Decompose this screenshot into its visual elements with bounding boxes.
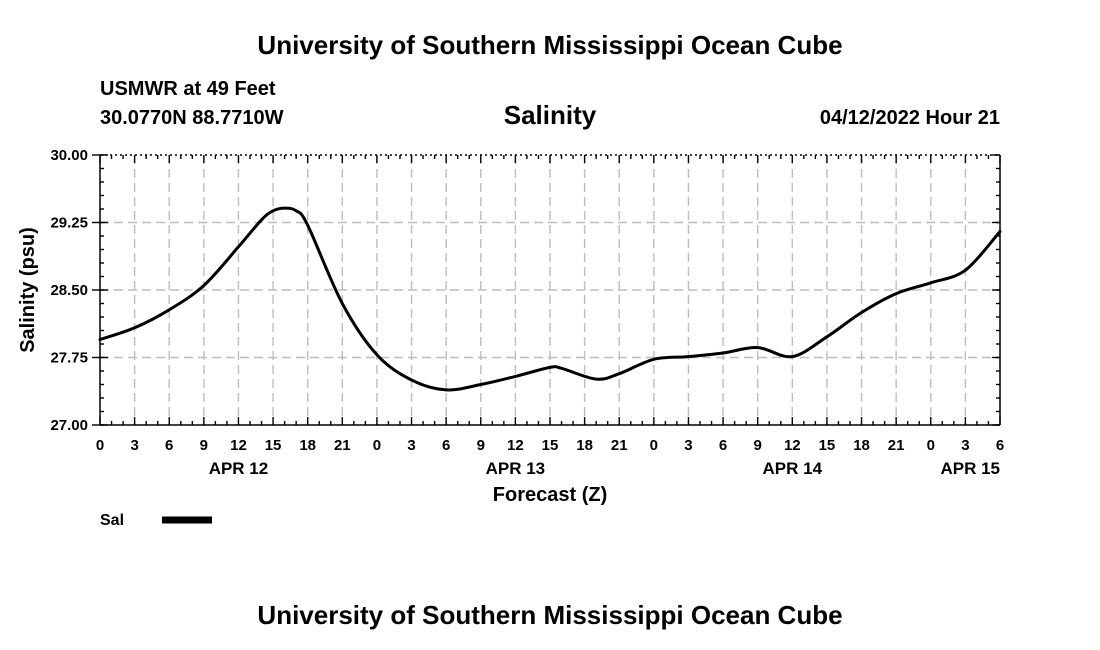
x-tick-label: 15: [819, 437, 836, 454]
plot-frame: [99, 154, 1001, 426]
x-tick-label: 0: [373, 437, 381, 454]
y-tick-label: 27.00: [50, 417, 88, 434]
day-label: APR 14: [763, 459, 823, 478]
y-tick-label: 28.50: [50, 282, 88, 299]
x-axis-label: Forecast (Z): [493, 484, 607, 506]
x-tick-label: 18: [299, 437, 316, 454]
legend: Sal: [100, 512, 212, 529]
x-tick-label: 18: [853, 437, 870, 454]
x-tick-label: 21: [334, 437, 351, 454]
x-tick-label: 3: [961, 437, 969, 454]
legend-label-sal: Sal: [100, 512, 124, 529]
x-tick-label: 21: [888, 437, 905, 454]
x-tick-label: 9: [477, 437, 485, 454]
x-tick-label: 0: [96, 437, 104, 454]
station-label: USMWR at 49 Feet: [100, 78, 276, 100]
x-tick-label: 6: [719, 437, 727, 454]
series-line-sal: [98, 206, 1002, 392]
x-tick-label: 12: [230, 437, 247, 454]
location-label: 30.0770N 88.7710W: [100, 107, 284, 129]
x-tick-label: 3: [684, 437, 692, 454]
datetime-label: 04/12/2022 Hour 21: [820, 107, 1000, 129]
y-tick-label: 27.75: [50, 350, 88, 367]
x-tick-label: 6: [165, 437, 173, 454]
x-tick-label: 15: [542, 437, 559, 454]
y-axis-label: Salinity (psu): [17, 227, 39, 353]
day-label: APR 13: [486, 459, 546, 478]
grid-lines: [100, 155, 1000, 425]
x-tick-label: 21: [611, 437, 628, 454]
x-tick-label: 3: [407, 437, 415, 454]
y-tick-label: 30.00: [50, 147, 88, 164]
x-tick-label: 9: [754, 437, 762, 454]
x-tick-label: 0: [650, 437, 658, 454]
day-label: APR 12: [209, 459, 269, 478]
x-tick-label: 12: [784, 437, 801, 454]
y-tick-label: 29.25: [50, 215, 88, 232]
header-title: University of Southern Mississippi Ocean…: [257, 30, 842, 60]
series-layer: [98, 206, 1002, 392]
x-tick-label: 0: [927, 437, 935, 454]
x-tick-label: 9: [200, 437, 208, 454]
x-tick-label: 15: [265, 437, 282, 454]
x-tick-label: 6: [996, 437, 1004, 454]
chart-title: Salinity: [504, 100, 597, 130]
tick-labels: 0 3 6 9 12 15 18 21 0 3 6 9 12 15 18 21 0 3 6 9 12 15 18 21 0 3 6 2…: [50, 147, 1004, 478]
day-label: APR 15: [940, 459, 1000, 478]
x-tick-label: 18: [576, 437, 593, 454]
x-tick-label: 3: [130, 437, 138, 454]
x-tick-label: 12: [507, 437, 524, 454]
x-tick-label: 6: [442, 437, 450, 454]
footer-title: University of Southern Mississippi Ocean…: [257, 600, 842, 630]
